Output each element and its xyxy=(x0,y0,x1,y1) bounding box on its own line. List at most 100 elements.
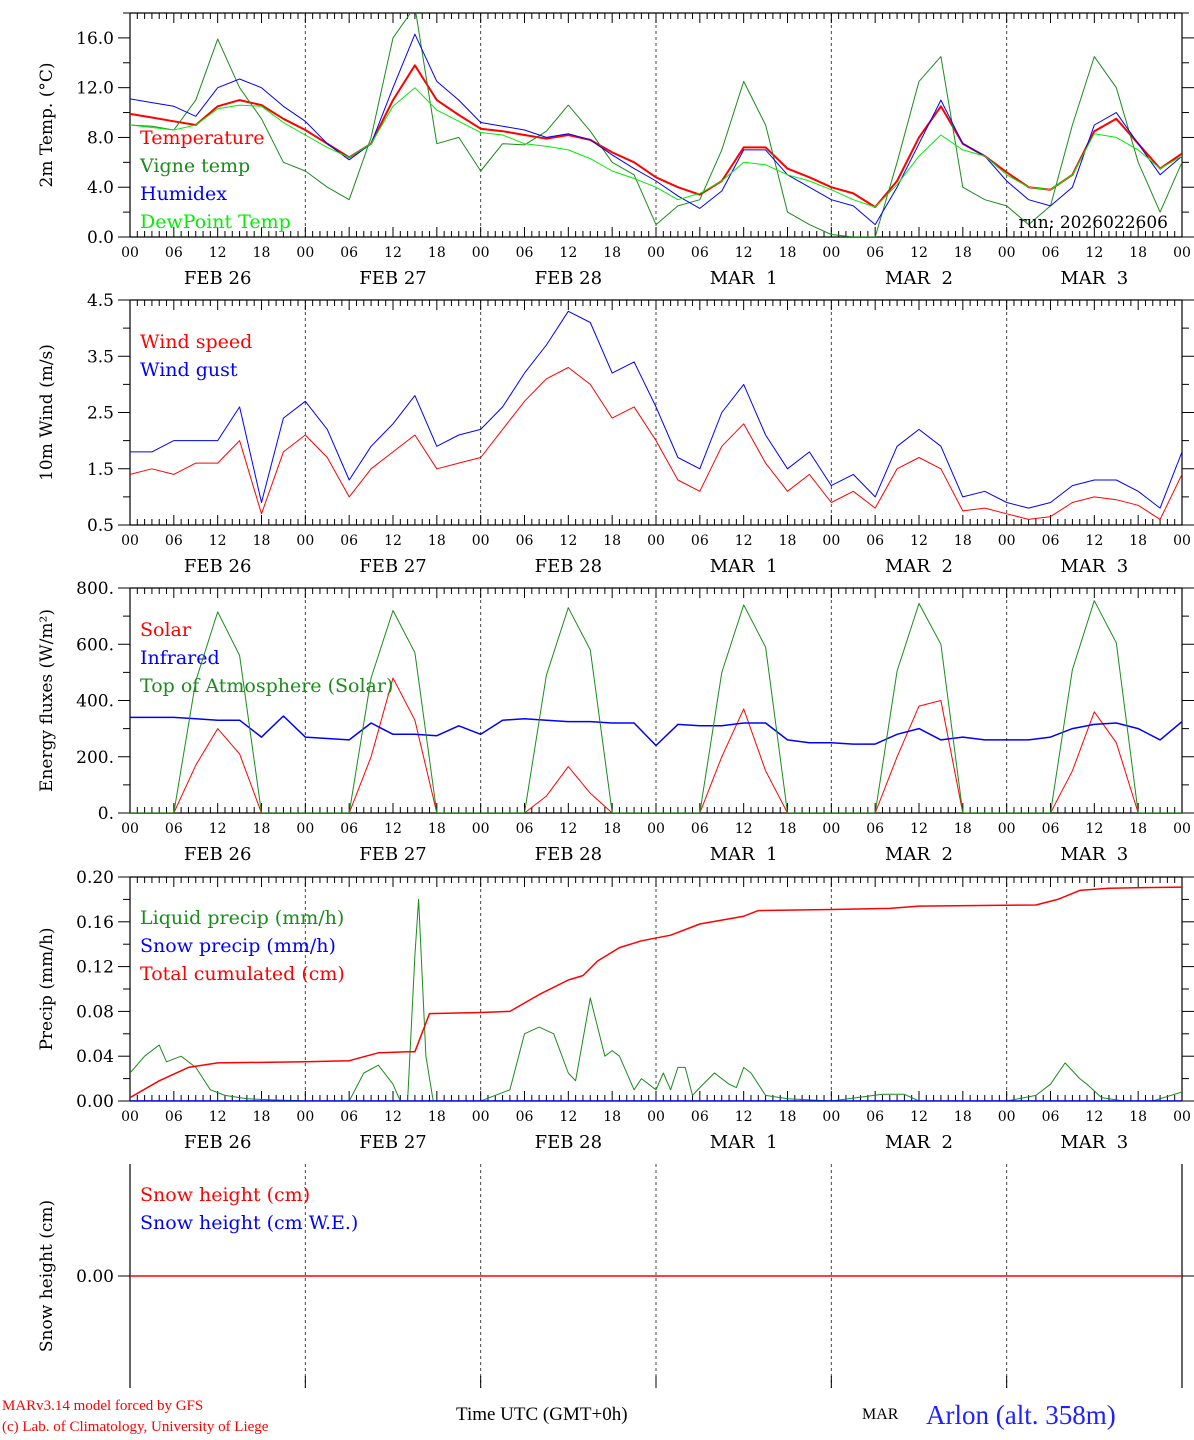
x-tick-label: 06 xyxy=(165,1109,183,1125)
day-label: MAR 2 xyxy=(885,556,953,577)
x-tick-label: 18 xyxy=(1129,1109,1147,1125)
legend-entry: Wind gust xyxy=(140,359,238,381)
x-tick-label: 18 xyxy=(1129,821,1147,837)
x-tick-label: 18 xyxy=(428,533,446,549)
y-tick-label: 0.20 xyxy=(76,868,114,888)
series-line-total-cumulated-cm- xyxy=(130,886,1182,1099)
x-tick-label: 18 xyxy=(1129,245,1147,261)
day-label: MAR 2 xyxy=(885,844,953,865)
y-tick-label: 600. xyxy=(76,635,114,655)
x-tick-label: 06 xyxy=(691,533,709,549)
x-tick-label: 12 xyxy=(384,821,402,837)
x-tick-label: 00 xyxy=(647,1109,665,1125)
x-tick-label: 18 xyxy=(779,1109,797,1125)
y-tick-label: 2.5 xyxy=(87,404,114,424)
series-line-wind-speed xyxy=(130,367,1182,520)
x-tick-label: 00 xyxy=(296,245,314,261)
day-label: FEB 28 xyxy=(535,268,602,289)
x-tick-label: 18 xyxy=(1129,533,1147,549)
y-axis-label: Snow height (cm) xyxy=(37,1200,57,1352)
day-label: MAR 3 xyxy=(1060,844,1128,865)
x-tick-label: 00 xyxy=(472,1109,490,1125)
x-tick-label: 12 xyxy=(910,533,928,549)
x-tick-label: 00 xyxy=(296,1109,314,1125)
y-tick-label: 0.16 xyxy=(76,913,114,933)
day-label: MAR 1 xyxy=(710,268,778,289)
legend-entry: Snow height (cm) xyxy=(140,1184,310,1206)
day-label: FEB 28 xyxy=(535,556,602,577)
x-tick-label: 18 xyxy=(603,1109,621,1125)
overlap-label: MAR xyxy=(862,1406,899,1423)
y-tick-label: 16.0 xyxy=(76,29,114,49)
y-axis-label: 2m Temp. (°C) xyxy=(37,62,57,187)
x-tick-label: 00 xyxy=(296,533,314,549)
credit-line-2: (c) Lab. of Climatology, University of L… xyxy=(2,1419,269,1435)
x-tick-label: 00 xyxy=(822,533,840,549)
x-tick-label: 18 xyxy=(253,533,271,549)
day-label: FEB 28 xyxy=(535,1132,602,1153)
x-tick-label: 06 xyxy=(165,821,183,837)
x-tick-label: 18 xyxy=(253,821,271,837)
panel-3: 00 06 12 18 00 06 12 18 00 06 12 18 00 06 12 18 00 06 12 18… xyxy=(37,579,1194,865)
x-tick-label: 00 xyxy=(1173,245,1191,261)
legend-entry: Vigne temp xyxy=(139,155,250,177)
panel-4: 00 06 12 18 00 06 12 18 00 06 12 18 00 06 12 18 00 06 12 18… xyxy=(37,868,1194,1153)
x-tick-label: 00 xyxy=(1173,821,1191,837)
x-tick-label: 00 xyxy=(647,821,665,837)
panel-1: 00 06 12 18 00 06 12 18 00 06 12 18 00 06 12 18 00 06 12 18… xyxy=(37,12,1194,289)
x-tick-label: 12 xyxy=(735,821,753,837)
series-line-temperature xyxy=(130,64,1182,209)
x-tick-label: 12 xyxy=(209,245,227,261)
legend-entry: Snow height (cm W.E.) xyxy=(140,1212,358,1234)
legend-entry: Temperature xyxy=(140,127,264,149)
day-label: MAR 3 xyxy=(1060,556,1128,577)
x-tick-label: 06 xyxy=(340,821,358,837)
x-tick-label: 12 xyxy=(384,245,402,261)
x-tick-label: 18 xyxy=(779,821,797,837)
x-tick-label: 12 xyxy=(1085,1109,1103,1125)
day-label: MAR 1 xyxy=(710,1132,778,1153)
series-line-liquid-precip-mm-h- xyxy=(130,898,1182,1101)
x-tick-label: 00 xyxy=(998,245,1016,261)
x-tick-label: 06 xyxy=(691,821,709,837)
y-tick-label: 0.00 xyxy=(76,1092,114,1112)
x-tick-label: 18 xyxy=(603,821,621,837)
x-tick-label: 00 xyxy=(647,533,665,549)
series-line-wind-gust xyxy=(130,310,1182,509)
x-tick-label: 00 xyxy=(472,821,490,837)
day-label: FEB 27 xyxy=(359,556,426,577)
x-tick-label: 18 xyxy=(954,821,972,837)
x-tick-label: 12 xyxy=(384,533,402,549)
x-tick-label: 06 xyxy=(165,533,183,549)
x-tick-label: 00 xyxy=(822,821,840,837)
legend-entry: Top of Atmosphere (Solar) xyxy=(140,675,393,697)
x-tick-label: 06 xyxy=(1042,533,1060,549)
x-tick-label: 12 xyxy=(910,245,928,261)
x-tick-label: 12 xyxy=(209,821,227,837)
day-label: FEB 27 xyxy=(359,268,426,289)
x-tick-label: 06 xyxy=(866,1109,884,1125)
x-tick-label: 06 xyxy=(516,821,534,837)
day-label: FEB 26 xyxy=(184,556,251,577)
y-tick-label: 3.5 xyxy=(87,347,114,367)
legend-entry: Infrared xyxy=(140,647,220,669)
x-tick-label: 06 xyxy=(516,245,534,261)
x-tick-label: 06 xyxy=(165,245,183,261)
y-tick-label: 4.0 xyxy=(87,178,114,198)
y-tick-label: 800. xyxy=(76,579,114,599)
credit-line-1: MARv3.14 model forced by GFS xyxy=(2,1398,204,1414)
x-tick-label: 18 xyxy=(954,1109,972,1125)
panel-5: 0.00 Snow height (cm) Snow height (cm) Snow… xyxy=(37,1164,1194,1388)
x-tick-label: 00 xyxy=(121,533,139,549)
x-tick-label: 06 xyxy=(866,245,884,261)
x-tick-label: 12 xyxy=(209,533,227,549)
day-label: MAR 2 xyxy=(885,1132,953,1153)
y-tick-label: 0. xyxy=(98,804,114,824)
x-tick-label: 18 xyxy=(603,533,621,549)
y-tick-label: 8.0 xyxy=(87,128,114,148)
y-tick-label: 0.0 xyxy=(87,228,114,248)
x-tick-label: 12 xyxy=(209,1109,227,1125)
x-tick-label: 18 xyxy=(779,533,797,549)
day-label: FEB 26 xyxy=(184,844,251,865)
